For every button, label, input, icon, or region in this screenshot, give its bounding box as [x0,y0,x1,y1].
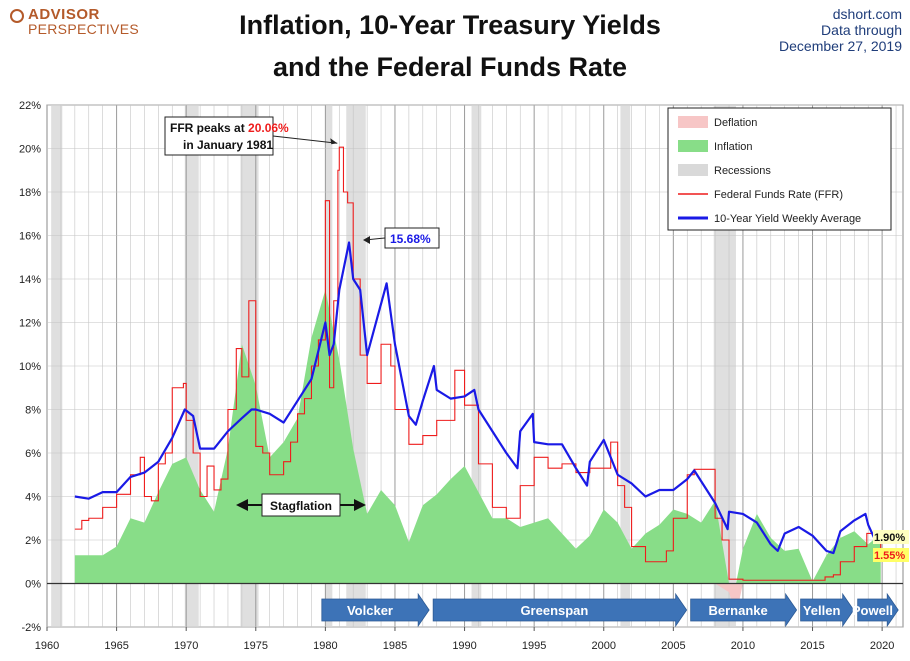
y-tick-label: 6% [25,448,41,460]
ffr-peak-arrowhead [330,138,338,145]
y-tick-label: 0% [25,579,41,591]
y-tick-label: 18% [19,187,41,199]
y-tick-label: 10% [19,361,41,373]
x-tick-label: 1960 [35,640,59,652]
x-tick-label: 1965 [104,640,128,652]
ffr-last-label: 1.55% [874,550,905,562]
era-arrow [800,592,855,628]
stagflation-arrowhead-right [354,499,366,511]
x-tick-label: 1985 [383,640,407,652]
x-tick-label: 2010 [731,640,755,652]
ffr-peak-arrow [272,135,338,144]
y-tick-label: -2% [21,622,41,634]
source-site: dshort.com [832,6,902,22]
era-label: Bernanke [709,603,768,618]
era-arrow [321,592,430,628]
x-tick-label: 2000 [592,640,616,652]
x-tick-label: 2015 [800,640,824,652]
x-tick-label: 1970 [174,640,198,652]
compass-icon [10,9,24,23]
y-tick-label: 20% [19,144,41,156]
x-tick-label: 1975 [244,640,268,652]
ffr-line [74,146,882,581]
era-label: Volcker [347,603,393,618]
ten-year-last-bg [873,530,909,544]
y-tick-label: 14% [19,274,41,286]
y-tick-label: 4% [25,492,41,504]
ten-year-peak-label: 15.68% [390,232,431,246]
era-label: Powell [852,603,893,618]
era-arrow [690,592,798,628]
x-tick-label: 1980 [313,640,337,652]
logo-line-2: PERSPECTIVES [28,21,139,37]
ten-year-peak-arrowhead [363,236,370,244]
chart-title-line-1: Inflation, 10-Year Treasury Yields [239,10,661,40]
y-tick-label: 16% [19,231,41,243]
legend-swatch [678,164,708,176]
y-tick-label: 12% [19,318,41,330]
legend-swatch [678,140,708,152]
x-tick-label: 1995 [522,640,546,652]
x-tick-label: 1990 [452,640,476,652]
legend-label: 10-Year Yield Weekly Average [714,213,861,225]
ffr-peak-callout-line-1: FFR peaks at 20.06% [170,121,289,135]
data-through-date: December 27, 2019 [779,38,902,54]
ten-year-last-label: 1.90% [874,532,905,544]
x-tick-label: 2005 [661,640,685,652]
y-tick-label: 2% [25,535,41,547]
legend-label: Recessions [714,165,771,177]
stagflation-label: Stagflation [270,499,332,513]
ffr-peak-callout-box [164,116,274,156]
y-tick-label: 8% [25,405,41,417]
legend-label: Deflation [714,117,757,129]
legend-swatch [678,116,708,128]
ffr-peak-callout-line-2: in January 1981 [183,138,273,152]
legend-label: Inflation [714,141,753,153]
data-through-label: Data through [821,22,902,38]
era-arrow [432,592,688,628]
legend-label: Federal Funds Rate (FFR) [714,189,843,201]
x-tick-label: 2020 [870,640,894,652]
y-tick-label: 22% [19,100,41,112]
advisor-perspectives-logo: ADVISOR PERSPECTIVES [8,6,139,40]
ffr-last-bg [873,548,909,562]
stagflation-arrowhead-left [236,499,248,511]
chart-title-line-2: and the Federal Funds Rate [272,52,628,82]
logo-line-1: ADVISOR [28,6,100,23]
era-arrow [857,592,899,628]
era-label: Yellen [803,603,841,618]
ten-year-yield-line [74,241,882,555]
era-label: Greenspan [520,603,588,618]
